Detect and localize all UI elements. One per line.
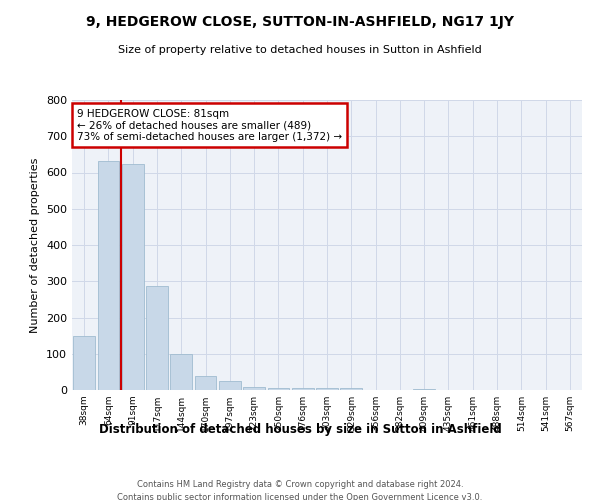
Bar [146,286,168,390]
Text: 9 HEDGEROW CLOSE: 81sqm
← 26% of detached houses are smaller (489)
73% of semi-d: 9 HEDGEROW CLOSE: 81sqm ← 26% of detache… [77,108,342,142]
Bar [73,336,95,390]
Bar [97,161,119,390]
Bar [219,381,241,390]
Y-axis label: Number of detached properties: Number of detached properties [31,158,40,332]
Bar [122,164,143,390]
Bar [268,388,289,390]
Bar [292,388,314,390]
Text: Contains HM Land Registry data © Crown copyright and database right 2024.: Contains HM Land Registry data © Crown c… [137,480,463,489]
Text: 9, HEDGEROW CLOSE, SUTTON-IN-ASHFIELD, NG17 1JY: 9, HEDGEROW CLOSE, SUTTON-IN-ASHFIELD, N… [86,15,514,29]
Text: Size of property relative to detached houses in Sutton in Ashfield: Size of property relative to detached ho… [118,45,482,55]
Bar [316,388,338,390]
Text: Distribution of detached houses by size in Sutton in Ashfield: Distribution of detached houses by size … [98,422,502,436]
Text: Contains public sector information licensed under the Open Government Licence v3: Contains public sector information licen… [118,492,482,500]
Bar [194,376,217,390]
Bar [340,388,362,390]
Bar [243,387,265,390]
Bar [170,354,192,390]
